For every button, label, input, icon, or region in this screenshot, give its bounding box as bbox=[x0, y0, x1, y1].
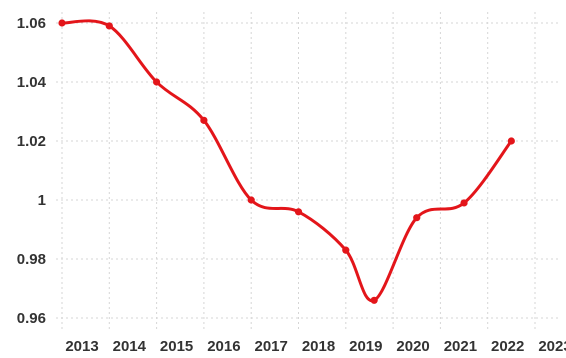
grid bbox=[56, 12, 560, 330]
x-axis-ticks: 2013 2014 2015 2016 2017 2018 2019 2020 2021 2022… bbox=[65, 338, 566, 355]
y-tick-label: 0.96 bbox=[17, 310, 46, 327]
x-tick-label: 2019 bbox=[349, 338, 382, 355]
y-tick-label: 1.06 bbox=[17, 15, 46, 32]
x-tick-label: 2023 bbox=[538, 338, 566, 355]
data-point bbox=[58, 19, 66, 27]
x-tick-label: 2017 bbox=[255, 338, 288, 355]
data-point bbox=[294, 208, 303, 216]
x-tick-label: 2015 bbox=[160, 338, 193, 355]
x-tick-label: 2021 bbox=[444, 338, 477, 355]
data-point bbox=[247, 196, 255, 204]
data-points bbox=[58, 19, 515, 304]
x-tick-label: 2020 bbox=[396, 338, 429, 355]
y-tick-label: 1.02 bbox=[17, 133, 46, 150]
data-point bbox=[200, 116, 208, 124]
data-point bbox=[153, 78, 161, 86]
data-point bbox=[105, 22, 113, 30]
y-tick-label: 0.98 bbox=[17, 251, 46, 268]
y-tick-label: 1 bbox=[38, 192, 46, 209]
data-point bbox=[342, 246, 350, 254]
data-point bbox=[370, 296, 378, 304]
y-axis-ticks: 1.06 1.04 1.02 1 0.98 0.96 bbox=[17, 15, 47, 327]
y-tick-label: 1.04 bbox=[17, 74, 47, 91]
data-point bbox=[413, 214, 421, 222]
x-tick-label: 2013 bbox=[65, 338, 98, 355]
data-point bbox=[460, 199, 468, 207]
data-point bbox=[507, 137, 515, 145]
x-tick-label: 2014 bbox=[113, 338, 147, 355]
x-tick-label: 2022 bbox=[491, 338, 524, 355]
x-tick-label: 2018 bbox=[302, 338, 335, 355]
x-tick-label: 2016 bbox=[207, 338, 240, 355]
